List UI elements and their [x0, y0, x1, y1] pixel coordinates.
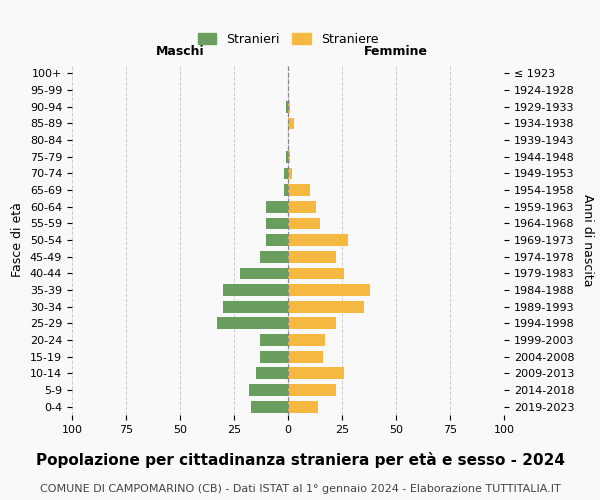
- Bar: [223, 301, 288, 312]
- Bar: [266, 218, 288, 229]
- Bar: [288, 101, 290, 112]
- Bar: [288, 218, 320, 229]
- Legend: Stranieri, Straniere: Stranieri, Straniere: [194, 29, 382, 50]
- Bar: [217, 318, 288, 329]
- Bar: [249, 384, 288, 396]
- Text: COMUNE DI CAMPOMARINO (CB) - Dati ISTAT al 1° gennaio 2024 - Elaborazione TUTTIT: COMUNE DI CAMPOMARINO (CB) - Dati ISTAT …: [40, 484, 560, 494]
- Bar: [284, 184, 288, 196]
- Text: Popolazione per cittadinanza straniera per età e sesso - 2024: Popolazione per cittadinanza straniera p…: [35, 452, 565, 468]
- Bar: [288, 184, 310, 196]
- Bar: [288, 234, 349, 246]
- Bar: [286, 101, 288, 112]
- Bar: [288, 318, 335, 329]
- Bar: [288, 251, 335, 262]
- Bar: [288, 351, 323, 362]
- Bar: [251, 401, 288, 412]
- Bar: [288, 201, 316, 212]
- Bar: [241, 268, 288, 279]
- Bar: [288, 168, 292, 179]
- Y-axis label: Fasce di età: Fasce di età: [11, 202, 25, 278]
- Bar: [266, 234, 288, 246]
- Text: Femmine: Femmine: [364, 45, 428, 58]
- Bar: [223, 284, 288, 296]
- Bar: [288, 384, 335, 396]
- Bar: [288, 401, 318, 412]
- Bar: [288, 368, 344, 379]
- Bar: [256, 368, 288, 379]
- Bar: [288, 268, 344, 279]
- Bar: [288, 334, 325, 346]
- Bar: [288, 118, 295, 129]
- Y-axis label: Anni di nascita: Anni di nascita: [581, 194, 594, 286]
- Bar: [286, 151, 288, 162]
- Bar: [288, 284, 370, 296]
- Bar: [260, 351, 288, 362]
- Bar: [284, 168, 288, 179]
- Text: Maschi: Maschi: [155, 45, 205, 58]
- Bar: [288, 301, 364, 312]
- Bar: [266, 201, 288, 212]
- Bar: [260, 334, 288, 346]
- Bar: [260, 251, 288, 262]
- Bar: [288, 151, 290, 162]
